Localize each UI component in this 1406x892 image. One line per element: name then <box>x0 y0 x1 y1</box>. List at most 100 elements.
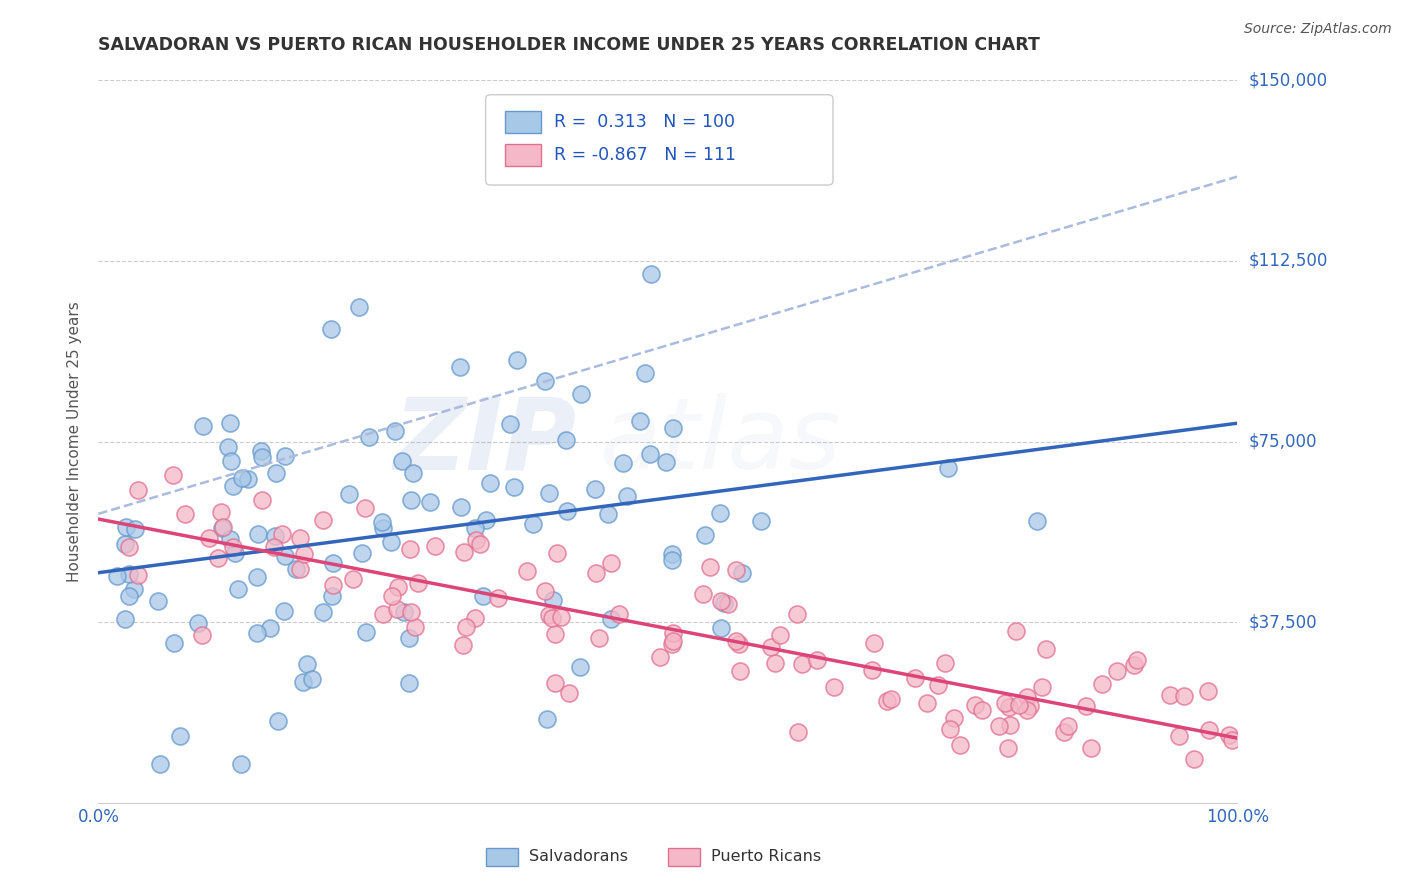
Point <box>224 545 246 559</box>
Point <box>471 589 494 603</box>
Point <box>273 604 295 618</box>
Point <box>197 531 219 545</box>
Point <box>692 587 714 601</box>
Point <box>373 521 395 535</box>
Point <box>943 711 966 725</box>
Point <box>271 527 294 541</box>
Point <box>319 322 342 336</box>
Point <box>486 591 509 605</box>
Point <box>1220 732 1243 747</box>
Point <box>600 556 623 570</box>
Point <box>337 487 360 501</box>
Point <box>399 493 422 508</box>
Point <box>263 540 285 554</box>
Point <box>217 440 239 454</box>
Point <box>963 698 986 713</box>
Point <box>391 454 413 468</box>
Point <box>550 610 572 624</box>
Point <box>292 674 315 689</box>
FancyBboxPatch shape <box>505 144 541 166</box>
Point <box>342 572 364 586</box>
Point <box>860 663 883 677</box>
Point <box>322 556 344 570</box>
Point <box>246 570 269 584</box>
Point <box>321 590 343 604</box>
Point <box>640 447 662 461</box>
Point <box>118 540 141 554</box>
Point <box>246 527 269 541</box>
Point <box>264 529 287 543</box>
Point <box>716 598 738 612</box>
Point <box>724 563 747 577</box>
Point <box>661 637 683 651</box>
Point <box>934 656 956 670</box>
Point <box>264 466 287 480</box>
Point <box>231 471 253 485</box>
Point <box>381 589 404 603</box>
Point <box>936 461 959 475</box>
Point <box>863 635 886 649</box>
Point <box>661 553 683 567</box>
Point <box>219 454 242 468</box>
Text: $37,500: $37,500 <box>1249 613 1317 632</box>
Point <box>763 656 786 670</box>
Point <box>398 675 420 690</box>
Point <box>972 703 994 717</box>
Point <box>398 631 420 645</box>
Point <box>749 514 772 528</box>
Point <box>1080 740 1102 755</box>
Point <box>1091 677 1114 691</box>
Point <box>115 519 138 533</box>
Point <box>655 455 678 469</box>
Point <box>250 450 273 464</box>
Point <box>207 551 229 566</box>
Point <box>915 697 938 711</box>
Point <box>607 607 630 621</box>
Point <box>599 611 621 625</box>
Point <box>236 472 259 486</box>
Point <box>823 680 845 694</box>
Point <box>759 640 782 654</box>
Point <box>464 521 486 535</box>
Point <box>301 672 323 686</box>
Point <box>273 549 295 563</box>
Point <box>371 607 394 622</box>
Point <box>347 300 370 314</box>
Point <box>105 568 128 582</box>
Point <box>1017 703 1039 717</box>
Point <box>392 605 415 619</box>
Point <box>1015 690 1038 705</box>
Point <box>1019 698 1042 713</box>
Point <box>699 560 721 574</box>
Point <box>634 366 657 380</box>
Point <box>997 740 1019 755</box>
Point <box>211 521 233 535</box>
Point <box>190 628 212 642</box>
Point <box>450 500 472 515</box>
Point <box>465 533 488 547</box>
Point <box>423 539 446 553</box>
Point <box>211 519 233 533</box>
Text: R = -0.867   N = 111: R = -0.867 N = 111 <box>554 145 735 164</box>
Point <box>118 590 141 604</box>
Text: R =  0.313   N = 100: R = 0.313 N = 100 <box>554 113 735 131</box>
Point <box>588 631 610 645</box>
Text: atlas: atlas <box>599 393 841 490</box>
Point <box>1005 624 1028 638</box>
Point <box>114 537 136 551</box>
Point <box>354 625 377 640</box>
Point <box>127 567 149 582</box>
Point <box>534 374 557 388</box>
Point <box>250 444 273 458</box>
Point <box>246 625 269 640</box>
Point <box>661 633 683 648</box>
Point <box>221 479 243 493</box>
Point <box>267 714 290 728</box>
Point <box>541 593 564 607</box>
Point <box>790 657 813 671</box>
Point <box>880 692 903 706</box>
Point <box>399 605 422 619</box>
Point <box>454 620 477 634</box>
Point <box>1218 728 1240 742</box>
Point <box>292 547 315 561</box>
